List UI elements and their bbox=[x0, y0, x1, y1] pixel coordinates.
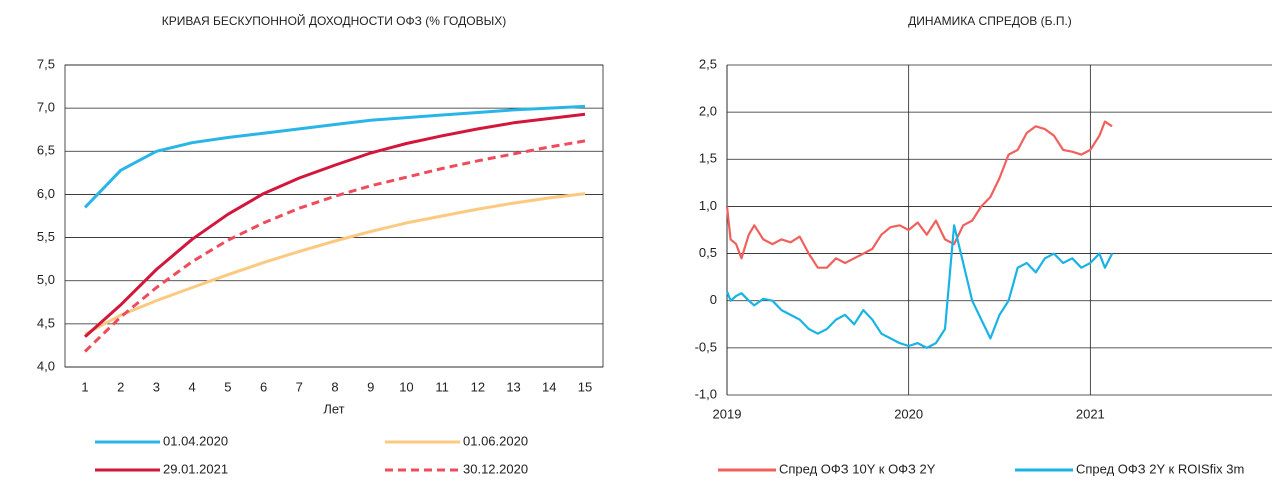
y-tick-label: 0 bbox=[710, 292, 717, 307]
y-tick-label: 0,5 bbox=[699, 245, 717, 260]
line-series bbox=[83, 139, 586, 353]
y-tick-label: 5,0 bbox=[37, 272, 55, 287]
y-tick-label: 7,5 bbox=[37, 56, 55, 71]
x-tick-label: 2019 bbox=[713, 406, 742, 421]
x-tick-label: 10 bbox=[399, 379, 413, 394]
legend-label: Спред ОФЗ 2Y к ROISfix 3m bbox=[1076, 461, 1244, 476]
legend-label: 01.04.2020 bbox=[163, 433, 228, 448]
line-series bbox=[725, 120, 1113, 269]
chart-title: ДИНАМИКА СПРЕДОВ (Б.П.) bbox=[908, 14, 1072, 28]
x-tick-label: 13 bbox=[506, 379, 520, 394]
line-series bbox=[83, 104, 586, 209]
x-tick-label: 14 bbox=[542, 379, 556, 394]
x-tick-label: 2 bbox=[117, 379, 124, 394]
chart-title: КРИВАЯ БЕСКУПОННОЙ ДОХОДНОСТИ ОФЗ (% ГОД… bbox=[162, 13, 506, 28]
y-tick-label: 7,0 bbox=[37, 100, 55, 115]
legend-label: 30.12.2020 bbox=[463, 461, 528, 476]
y-tick-label: 1,5 bbox=[699, 151, 717, 166]
x-tick-label: 8 bbox=[331, 379, 338, 394]
legend-label: Спред ОФЗ 10Y к ОФЗ 2Y bbox=[779, 461, 936, 476]
y-tick-label: 2,0 bbox=[699, 104, 717, 119]
x-tick-label: 4 bbox=[189, 379, 196, 394]
x-tick-label: 5 bbox=[224, 379, 231, 394]
x-axis-label: Лет bbox=[323, 401, 344, 416]
y-tick-label: 4,5 bbox=[37, 315, 55, 330]
y-tick-label: -1,0 bbox=[695, 386, 717, 401]
line-series bbox=[84, 192, 586, 336]
y-tick-label: 4,0 bbox=[37, 358, 55, 373]
y-tick-label: 2,5 bbox=[699, 56, 717, 71]
legend-label: 01.06.2020 bbox=[463, 433, 528, 448]
x-tick-label: 2020 bbox=[894, 406, 923, 421]
line-series bbox=[725, 224, 1114, 349]
x-tick-label: 6 bbox=[260, 379, 267, 394]
y-tick-label: 6,0 bbox=[37, 186, 55, 201]
y-tick-label: 6,5 bbox=[37, 143, 55, 158]
x-tick-label: 2021 bbox=[1076, 406, 1105, 421]
y-tick-label: 1,0 bbox=[699, 198, 717, 213]
x-tick-label: 1 bbox=[81, 379, 88, 394]
x-tick-label: 9 bbox=[367, 379, 374, 394]
y-tick-label: -0,5 bbox=[695, 339, 717, 354]
y-tick-label: 5,5 bbox=[37, 229, 55, 244]
line-series bbox=[84, 112, 586, 338]
x-tick-label: 12 bbox=[471, 379, 485, 394]
x-tick-label: 3 bbox=[153, 379, 160, 394]
plot-border bbox=[64, 64, 604, 368]
x-tick-label: 15 bbox=[578, 379, 592, 394]
x-tick-label: 11 bbox=[435, 379, 449, 394]
legend-label: 29.01.2021 bbox=[163, 461, 228, 476]
x-tick-label: 7 bbox=[296, 379, 303, 394]
